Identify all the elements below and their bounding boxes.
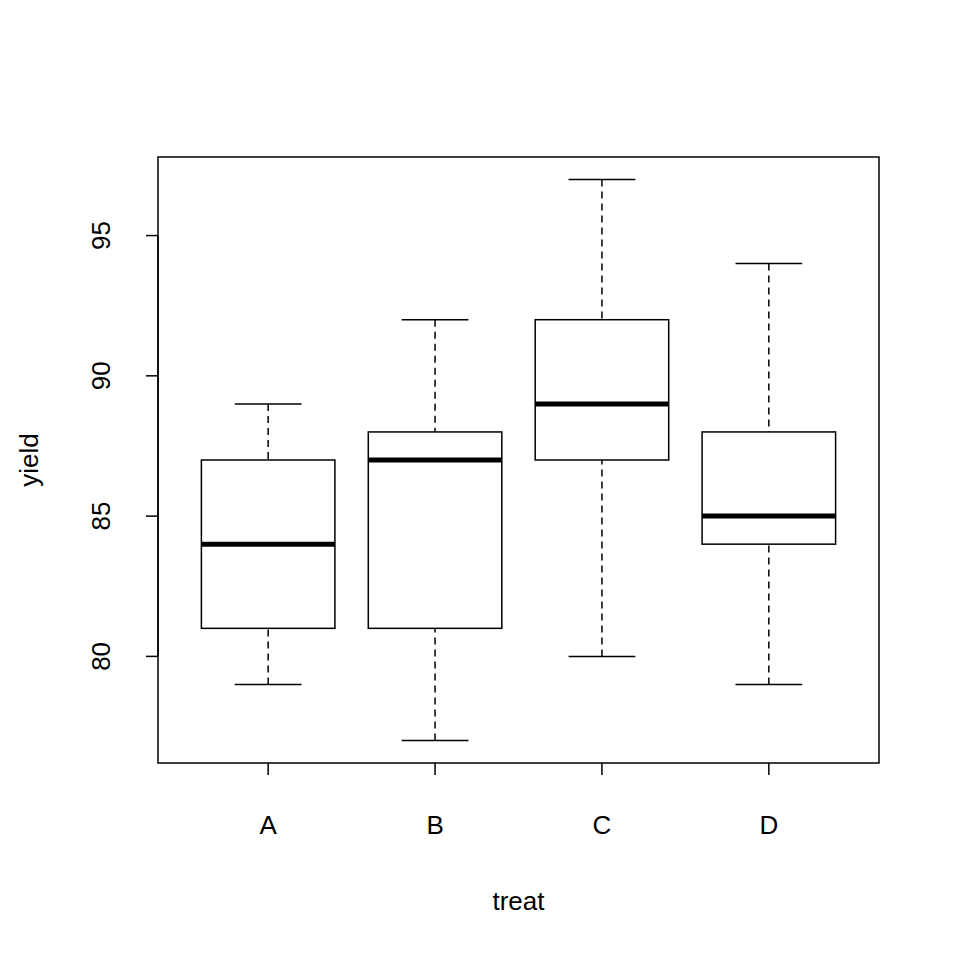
lower-whisker [267, 628, 269, 684]
chart-svg: 80 85 90 95 A B C Dtreat yield [0, 0, 960, 960]
x-tick [768, 763, 770, 775]
y-axis-title: yield [14, 433, 44, 486]
x-tick-label: B [426, 810, 443, 840]
x-tick-label: A [259, 810, 277, 840]
x-tick [601, 763, 603, 775]
x-tick-label: D [759, 810, 778, 840]
median [702, 514, 836, 519]
y-tick [146, 515, 158, 517]
median [201, 542, 335, 547]
y-tick-label: 95 [86, 221, 116, 250]
x-axis: A B C D [259, 763, 778, 840]
median [368, 458, 502, 463]
lower-cap [402, 740, 469, 742]
boxes [201, 179, 835, 740]
upper-whisker [768, 264, 770, 432]
box-group [702, 264, 836, 685]
box [201, 460, 335, 628]
upper-cap [569, 179, 636, 181]
x-tick [267, 763, 269, 775]
box [535, 320, 669, 460]
x-tick [434, 763, 436, 775]
lower-cap [235, 684, 302, 686]
y-axis-line [157, 236, 159, 657]
y-tick [146, 656, 158, 658]
upper-cap [735, 263, 802, 265]
lower-whisker [434, 628, 436, 740]
upper-cap [402, 319, 469, 321]
lower-whisker [768, 544, 770, 684]
lower-whisker [601, 460, 603, 656]
x-tick-label: C [593, 810, 612, 840]
lower-cap [569, 656, 636, 658]
box [368, 432, 502, 628]
lower-cap [735, 684, 802, 686]
y-tick-label: 90 [86, 361, 116, 390]
y-axis: 80 85 90 95 [86, 221, 158, 671]
box-group [201, 404, 335, 685]
y-tick-label: 85 [86, 502, 116, 531]
upper-whisker [434, 320, 436, 432]
box [702, 432, 836, 544]
upper-whisker [601, 179, 603, 319]
upper-whisker [267, 404, 269, 460]
plot-frame [158, 157, 879, 763]
y-tick [146, 375, 158, 377]
box-group [368, 320, 502, 741]
box-group [535, 179, 669, 656]
median [535, 401, 669, 406]
chart-container: 80 85 90 95 A B C Dtreat yield [0, 0, 960, 960]
y-tick [146, 235, 158, 237]
upper-cap [235, 403, 302, 405]
y-tick-label: 80 [86, 642, 116, 671]
x-axis-title: treat [492, 886, 545, 916]
